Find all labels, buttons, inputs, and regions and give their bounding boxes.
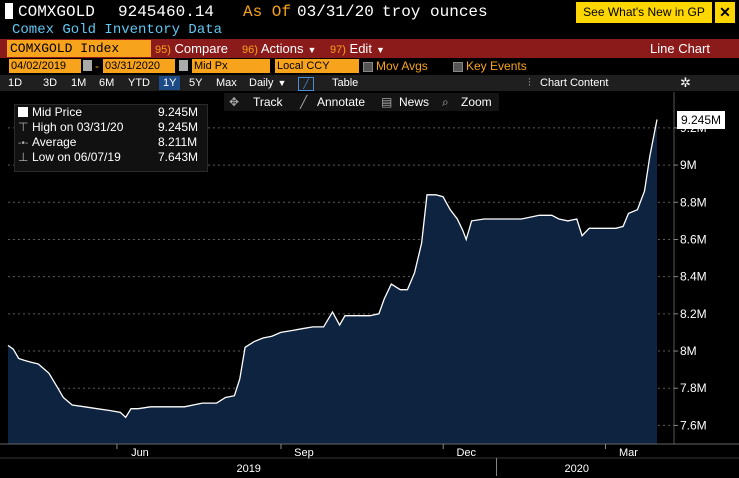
legend-value: 9.245M xyxy=(158,120,199,134)
high-marker-icon: ⊤ xyxy=(18,120,29,134)
chevron-down-icon: ▼ xyxy=(375,45,385,55)
calendar-icon[interactable] xyxy=(179,60,188,71)
series-line xyxy=(7,119,658,419)
units-label: troy ounces xyxy=(382,3,488,21)
track-button[interactable]: Track xyxy=(253,95,283,109)
legend-label: Low on 06/07/19 xyxy=(32,150,121,164)
period-max[interactable]: Max xyxy=(216,77,237,89)
x-tick-label: Jun xyxy=(131,447,149,459)
end-date-field[interactable]: 03/31/2020 xyxy=(103,59,175,73)
zoom-icon: ⌕ xyxy=(442,95,449,109)
y-tick-label: 8.8M xyxy=(680,195,707,209)
table-button[interactable]: Table xyxy=(332,77,359,89)
move-icon: ✥ xyxy=(229,95,240,109)
x-year-label: 2019 xyxy=(236,463,260,475)
pencil-icon: ╱ xyxy=(300,95,308,109)
legend-average-row: -•- Average xyxy=(18,135,76,150)
period-5y[interactable]: 5Y xyxy=(189,77,203,89)
chart-content-button[interactable]: Chart Content xyxy=(540,77,609,89)
legend-swatch-icon xyxy=(18,107,28,117)
x-axis: Jun Sep Dec Mar 2019 2020 xyxy=(0,443,739,476)
ticker-label: COMXGOLD xyxy=(18,3,95,21)
legend-value: 7.643M xyxy=(158,150,199,164)
period-3d[interactable]: 3D xyxy=(43,77,58,89)
compare-label: Compare xyxy=(174,41,228,56)
legend-label: Mid Price xyxy=(32,105,83,119)
x-tick-label: Mar xyxy=(619,447,638,459)
period-1d[interactable]: 1D xyxy=(8,77,23,89)
period-6m[interactable]: 6M xyxy=(99,77,115,89)
compare-hotkey: 95) xyxy=(155,44,171,56)
chart-type-label[interactable]: Line Chart xyxy=(650,41,710,56)
legend-label: High on 03/31/20 xyxy=(32,120,124,134)
legend-value: 9.245M xyxy=(158,105,199,119)
start-date-field[interactable]: 04/02/2019 xyxy=(9,59,81,73)
frequency-selector[interactable]: Daily ▼ xyxy=(249,75,286,91)
line-chart-icon[interactable]: ╱ xyxy=(298,77,314,91)
current-value: 9245460.14 xyxy=(118,3,215,21)
y-tick-label: 7.6M xyxy=(680,418,707,432)
frequency-label: Daily xyxy=(249,77,274,89)
key-events-label: Key Events xyxy=(466,59,527,73)
chevron-down-icon: ▼ xyxy=(277,78,287,88)
period-ytd[interactable]: YTD xyxy=(128,77,150,89)
mov-avgs-label: Mov Avgs xyxy=(376,59,428,73)
page-subtitle: Comex Gold Inventory Data xyxy=(12,22,223,38)
close-icon[interactable]: ✕ xyxy=(715,2,735,23)
date-separator: - xyxy=(95,59,99,73)
legend-label: Average xyxy=(32,135,77,149)
series-area xyxy=(8,119,657,444)
annotate-button[interactable]: Annotate xyxy=(317,95,366,109)
legend-mid-row[interactable]: Mid Price xyxy=(18,105,82,120)
period-bar xyxy=(0,75,739,91)
x-tick-label: Dec xyxy=(456,447,476,459)
legend-low-row: ⊥ Low on 06/07/19 xyxy=(18,150,121,165)
chart-content-icon: ⫶ xyxy=(528,77,531,89)
y-tick-label: 8.6M xyxy=(680,232,707,246)
y-tick-label: 7.8M xyxy=(680,381,707,395)
edit-button[interactable]: 97) Edit ▼ xyxy=(330,39,385,58)
field-selector[interactable]: Mid Px xyxy=(192,59,270,73)
period-1y[interactable]: 1Y xyxy=(163,77,177,89)
actions-button[interactable]: 96) Actions ▼ xyxy=(242,39,316,58)
x-year-label: 2020 xyxy=(565,463,589,475)
actions-hotkey: 96) xyxy=(242,44,258,56)
period-1m[interactable]: 1M xyxy=(71,77,87,89)
legend-value: 8.211M xyxy=(158,135,198,149)
mov-avgs-checkbox[interactable] xyxy=(363,62,373,72)
function-toolbar: 95) Compare 96) Actions ▼ 97) Edit ▼ Line … xyxy=(0,39,739,58)
currency-selector[interactable]: Local CCY xyxy=(275,59,359,73)
tool-strip xyxy=(224,93,499,111)
compare-button[interactable]: 95) Compare xyxy=(155,39,228,58)
security-field[interactable]: COMXGOLD Index xyxy=(7,40,151,57)
key-events-checkbox[interactable] xyxy=(453,62,463,72)
as-of-date: 03/31/20 xyxy=(297,3,374,21)
edit-hotkey: 97) xyxy=(330,44,346,56)
calendar-icon[interactable] xyxy=(83,60,92,71)
whats-new-button[interactable]: See What's New in GP xyxy=(576,2,712,23)
zoom-button[interactable]: Zoom xyxy=(461,95,492,109)
legend: Mid Price 9.245M ⊤ High on 03/31/20 9.245… xyxy=(14,104,208,172)
legend-high-row: ⊤ High on 03/31/20 xyxy=(18,120,123,135)
actions-label: Actions xyxy=(260,41,304,56)
last-value-tag: 9.245M xyxy=(677,110,725,129)
edit-label: Edit xyxy=(349,41,372,56)
y-tick-label: 9M xyxy=(680,158,697,172)
as-of-label: As Of xyxy=(243,3,292,21)
low-marker-icon: ⊥ xyxy=(18,150,29,164)
cursor-block xyxy=(5,3,13,19)
y-tick-label: 8.4M xyxy=(680,270,707,284)
news-icon: ▤ xyxy=(381,95,393,109)
average-marker-icon: -•- xyxy=(18,138,29,149)
x-tick-label: Sep xyxy=(294,447,314,459)
chevron-down-icon: ▼ xyxy=(307,45,317,55)
gear-icon[interactable]: ✲ xyxy=(680,75,691,90)
y-tick-label: 8M xyxy=(680,344,697,358)
selected-period-highlight xyxy=(159,76,180,90)
y-tick-label: 8.2M xyxy=(680,307,707,321)
news-button[interactable]: News xyxy=(399,95,430,109)
title-bar: COMXGOLD 9245460.14 As Of 03/31/20 troy … xyxy=(0,0,739,24)
